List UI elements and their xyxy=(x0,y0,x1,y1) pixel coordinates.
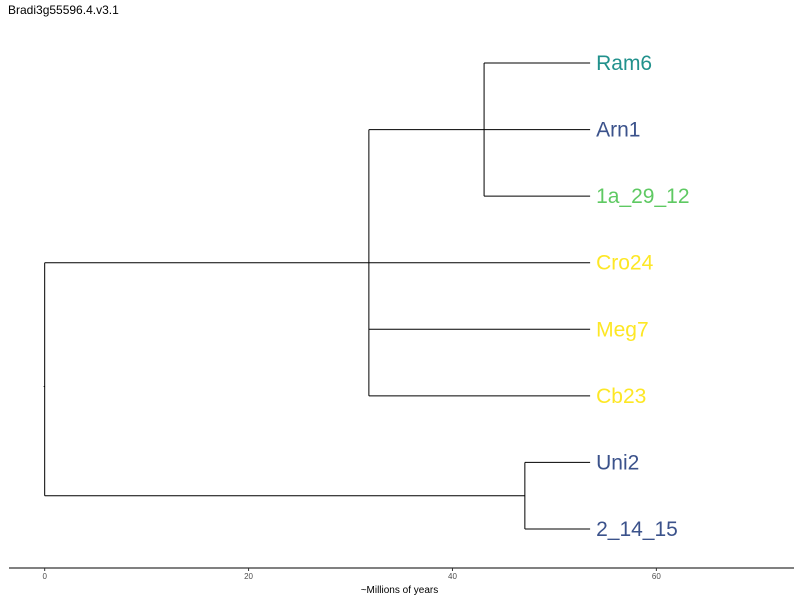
tree-title: Bradi3g55596.4.v3.1 xyxy=(8,3,119,17)
axis-title: ~Millions of years xyxy=(361,585,439,596)
tip-label: 2_14_15 xyxy=(596,518,678,541)
tip-label: Cro24 xyxy=(596,252,654,275)
tip-label: Uni2 xyxy=(596,451,639,474)
axis-tick-label: 20 xyxy=(244,572,253,581)
time-axis: 0 20 40 60 ~Millions of years xyxy=(9,567,794,596)
axis-tick-label: 0 xyxy=(42,572,47,581)
tip-label: Cb23 xyxy=(596,385,646,408)
tip-label: Arn1 xyxy=(596,119,640,142)
axis-tick-label: 60 xyxy=(652,572,661,581)
tip-label: Meg7 xyxy=(596,318,649,341)
tree-branches xyxy=(43,62,591,530)
tip-label: 1a_29_12 xyxy=(596,185,689,208)
tip-label: Ram6 xyxy=(596,52,652,75)
tip-labels: Ram6 Arn1 1a_29_12 Cro24 Meg7 Cb23 Uni2 2_14_15 xyxy=(596,52,689,541)
axis-tick-label: 40 xyxy=(448,572,457,581)
axis-ticks: 0 20 40 60 xyxy=(42,568,661,581)
